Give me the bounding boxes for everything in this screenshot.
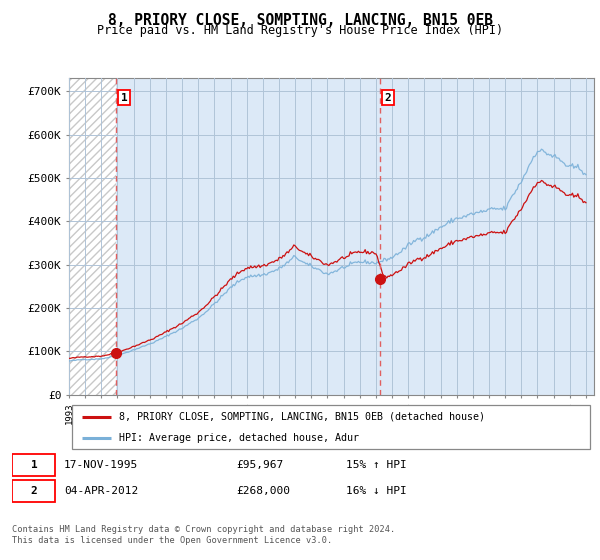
FancyBboxPatch shape	[12, 454, 55, 476]
Text: 2: 2	[385, 92, 392, 102]
Text: £268,000: £268,000	[236, 486, 290, 496]
Text: 17-NOV-1995: 17-NOV-1995	[64, 460, 138, 470]
Text: HPI: Average price, detached house, Adur: HPI: Average price, detached house, Adur	[119, 433, 359, 444]
Text: Price paid vs. HM Land Registry's House Price Index (HPI): Price paid vs. HM Land Registry's House …	[97, 24, 503, 37]
Text: Contains HM Land Registry data © Crown copyright and database right 2024.
This d: Contains HM Land Registry data © Crown c…	[12, 525, 395, 545]
Text: 16% ↓ HPI: 16% ↓ HPI	[346, 486, 407, 496]
FancyBboxPatch shape	[71, 405, 590, 449]
Text: 2: 2	[31, 486, 37, 496]
Text: 1: 1	[121, 92, 127, 102]
Text: 15% ↑ HPI: 15% ↑ HPI	[346, 460, 407, 470]
Text: 8, PRIORY CLOSE, SOMPTING, LANCING, BN15 0EB (detached house): 8, PRIORY CLOSE, SOMPTING, LANCING, BN15…	[119, 412, 485, 422]
Text: 04-APR-2012: 04-APR-2012	[64, 486, 138, 496]
FancyBboxPatch shape	[12, 480, 55, 502]
Text: £95,967: £95,967	[236, 460, 284, 470]
Bar	[69, 78, 116, 395]
Text: 8, PRIORY CLOSE, SOMPTING, LANCING, BN15 0EB: 8, PRIORY CLOSE, SOMPTING, LANCING, BN15…	[107, 13, 493, 28]
Text: 1: 1	[31, 460, 37, 470]
